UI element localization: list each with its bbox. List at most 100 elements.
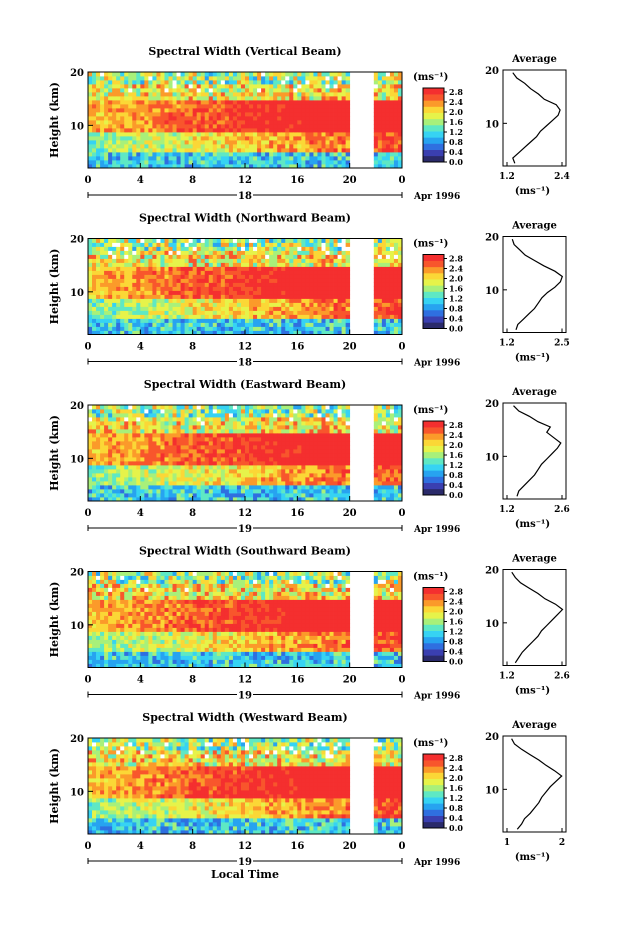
heatmap-cell [309,449,314,454]
heatmap-cell [148,413,153,418]
heatmap-cell [345,160,351,165]
heatmap-cell [220,132,226,137]
heatmap-cell [277,485,282,490]
heatmap-cell [132,160,137,165]
heatmap-cell [269,441,274,446]
heatmap-cell [285,254,290,259]
heatmap-cell [309,266,314,271]
heatmap-cell [281,254,286,259]
heatmap-cell [160,100,165,105]
heatmap-cell [269,88,274,93]
heatmap-cell [301,128,306,133]
heatmap-cell [220,242,226,247]
heatmap-cell [108,481,113,486]
heatmap-cell [156,294,161,299]
heatmap-cell [212,461,218,466]
heatmap-cell [321,310,326,315]
heatmap-cell [345,242,351,247]
heatmap-cell [180,298,186,303]
heatmap-cell [261,104,266,109]
heatmap-cell [297,457,302,462]
heatmap-cell [188,242,194,247]
heatmap-cell [281,144,286,149]
heatmap-cell [285,156,290,161]
heatmap-cell [321,72,326,77]
heatmap-cell [345,96,351,101]
heatmap-cell [148,421,153,426]
heatmap-cell [212,164,218,169]
heatmap-cell [112,76,117,81]
heatmap-cell [112,485,117,490]
heatmap-cell [293,144,298,149]
heatmap-cell [120,274,125,279]
heatmap-cell [100,481,105,486]
heatmap-cell [92,306,97,311]
heatmap-cell [180,425,186,430]
heatmap-cell [164,266,169,271]
heatmap-cell [188,485,194,490]
heatmap-cell [289,413,294,418]
heatmap-cell [184,409,190,414]
heatmap-cell [389,160,395,165]
heatmap-cell [265,76,270,81]
heatmap-cell [385,76,391,81]
heatmap-cell [325,76,330,81]
heatmap-cell [132,409,137,414]
heatmap-cell [253,489,258,494]
heatmap-cell [180,250,186,255]
heatmap-cell [269,242,274,247]
heatmap-cell [208,262,214,267]
heatmap-cell [245,298,250,303]
heatmap-cell [321,160,326,165]
heatmap-cell [92,116,97,121]
heatmap-cell [124,322,129,327]
heatmap-cell [152,469,157,474]
heatmap-cell [156,429,161,434]
heatmap-cell [88,318,93,323]
heatmap-cell [92,274,97,279]
heatmap-cell [196,254,202,259]
heatmap-cell [200,481,206,486]
heatmap-cell [261,124,266,129]
heatmap-cell [136,433,141,438]
heatmap-cell [132,481,137,486]
heatmap-cell [228,457,234,462]
heatmap-cell [196,445,202,450]
heatmap-cell [168,104,173,109]
heatmap-cell [245,92,250,97]
heatmap-cell [317,80,322,85]
heatmap-cell [305,278,310,283]
heatmap-cell [265,437,270,442]
heatmap-cell [200,72,206,77]
heatmap-cell [108,104,113,109]
heatmap-cell [337,310,343,315]
heatmap-cell [236,310,242,315]
heatmap-cell [168,469,173,474]
heatmap-cell [136,310,141,315]
heatmap-cell [305,132,310,137]
heatmap-cell [164,72,169,77]
heatmap-cell [301,76,306,81]
heatmap-cell [253,164,258,169]
heatmap-cell [373,306,379,311]
heatmap-cell [200,100,206,105]
heatmap-cell [321,132,326,137]
heatmap-cell [208,473,214,478]
heatmap-cell [293,445,298,450]
heatmap-cell [120,286,125,291]
heatmap-cell [228,493,234,498]
heatmap-cell [249,469,254,474]
colorbar-frame [422,87,445,163]
heatmap-cell [204,449,210,454]
heatmap-cell [212,425,218,430]
heatmap-cell [377,72,383,77]
heatmap-cell [236,112,242,117]
heatmap-cell [100,108,105,113]
heatmap-cell [124,469,129,474]
heatmap-cell [293,156,298,161]
heatmap-cell [265,290,270,295]
heatmap-cell [245,128,250,133]
heatmap-cell [249,417,254,422]
heatmap-cell [389,246,395,251]
heatmap-cell [204,481,210,486]
